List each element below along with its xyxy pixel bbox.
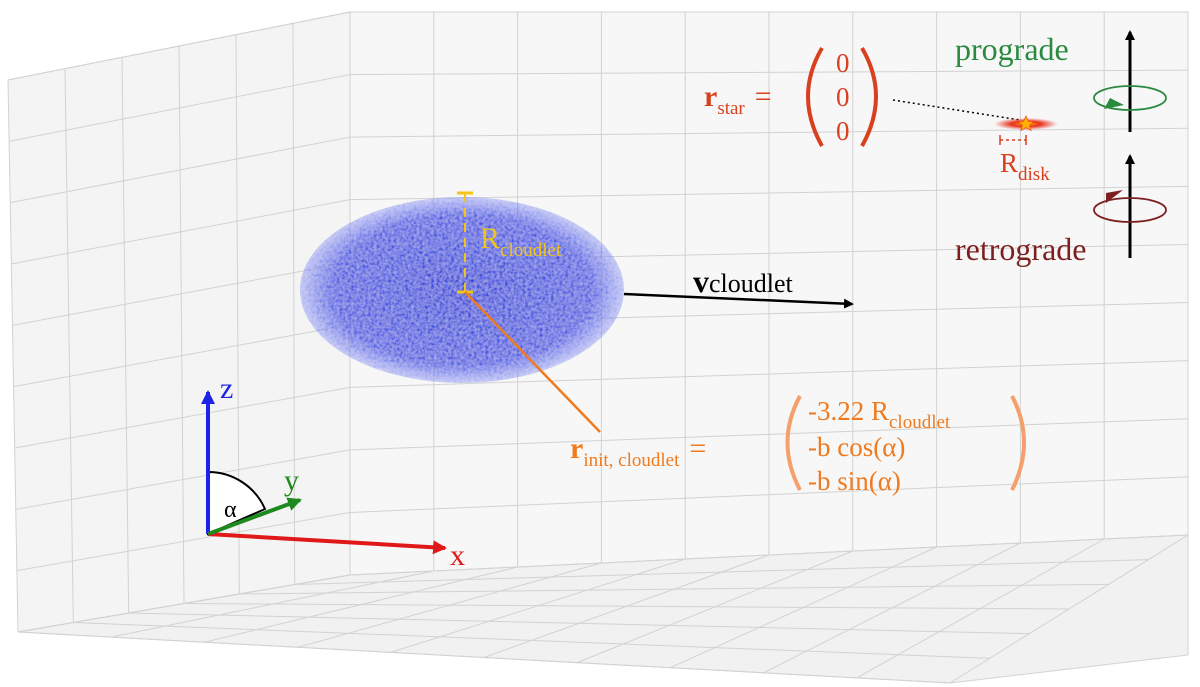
- x-axis-label: x: [450, 539, 465, 572]
- grid-line: [292, 23, 296, 585]
- alpha-wedge: [207, 470, 267, 536]
- star-icon: [1017, 115, 1035, 132]
- grid-line: [73, 622, 990, 659]
- prograde-label: prograde: [955, 31, 1069, 67]
- y-axis-label: y: [284, 464, 299, 497]
- cloudlet: Rcloudlet: [300, 191, 624, 383]
- velocity-vector: vcloudlet: [623, 263, 854, 309]
- grid-line: [64, 68, 74, 623]
- floor-pane: [18, 535, 1188, 683]
- alpha-label: α: [224, 497, 237, 523]
- axes-box: [7, 11, 1189, 684]
- init-matrix-row2: -b cos(α): [808, 432, 905, 462]
- star-matrix-left-paren: [806, 46, 824, 147]
- grid-line: [178, 45, 185, 604]
- init-matrix-row3: -b sin(α): [808, 466, 901, 496]
- star-matrix-row3: 0: [836, 116, 850, 146]
- grid-line: [349, 185, 1189, 201]
- left-pane: [8, 12, 350, 632]
- init-matrix-right-paren: [1010, 395, 1026, 491]
- grid-line: [7, 79, 19, 633]
- init-matrix-left-paren: [785, 395, 802, 491]
- star-pointer-line: [892, 99, 1021, 121]
- prograde-rotation-icon: [1093, 85, 1167, 111]
- box-edge: [17, 631, 951, 684]
- grid-line: [349, 476, 1189, 513]
- v-cloudlet-label: vcloudlet: [693, 263, 794, 299]
- y-axis-arrow: [207, 497, 302, 536]
- box-edge: [949, 654, 1189, 684]
- grid-line: [128, 612, 1030, 635]
- grid-line: [349, 69, 1189, 76]
- grid-line: [294, 559, 1149, 585]
- star-position: rstar = 0 0 0 Rdisk: [704, 46, 1058, 185]
- velocity-arrow: [623, 292, 854, 309]
- r-cloudlet-label: Rcloudlet: [480, 222, 562, 261]
- coordinate-triad: α x y z: [201, 372, 465, 572]
- box-edge: [17, 574, 351, 633]
- initial-position-line: [464, 291, 601, 433]
- grid-line: [349, 127, 1189, 138]
- r-init-label: rinit, cloudlet =: [570, 432, 706, 471]
- rotation-legend: prograde retrograde: [955, 30, 1167, 267]
- box-edge: [7, 11, 351, 81]
- grid-line: [349, 418, 1189, 451]
- star-matrix-row1: 0: [836, 48, 850, 78]
- retrograde-rotation-icon: [1093, 190, 1167, 223]
- grid-line: [349, 360, 1189, 388]
- grid-line: [121, 57, 130, 614]
- init-matrix-row1: -3.22 Rcloudlet: [808, 396, 951, 433]
- star-matrix-right-paren: [860, 46, 878, 147]
- z-axis-label: z: [220, 372, 233, 405]
- star-matrix-row2: 0: [836, 82, 850, 112]
- x-axis-arrow: [207, 532, 447, 555]
- r-star-label: rstar =: [704, 80, 772, 119]
- initial-position: rinit, cloudlet = -3.22 Rcloudlet -b cos(…: [464, 291, 1026, 496]
- r-disk-label: Rdisk: [1000, 148, 1050, 185]
- grid-line: [183, 603, 1070, 610]
- cloudlet-blob: [300, 197, 624, 383]
- grid-line: [239, 583, 1109, 595]
- grid-line: [349, 534, 1189, 576]
- retrograde-label: retrograde: [955, 231, 1086, 267]
